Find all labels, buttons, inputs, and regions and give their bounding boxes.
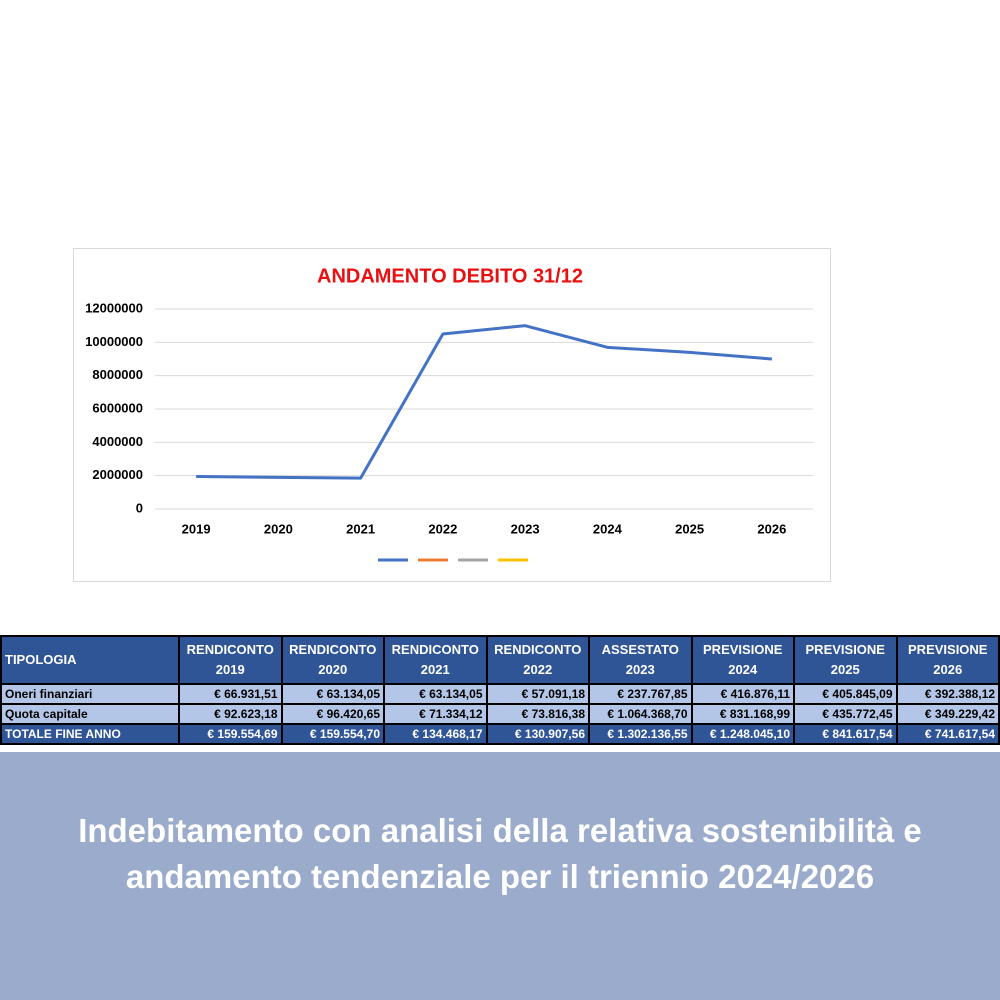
y-tick-label: 12000000 — [85, 300, 143, 315]
y-tick-label: 6000000 — [92, 400, 143, 415]
x-tick-label: 2024 — [593, 521, 623, 536]
header-row: TIPOLOGIA RENDICONTO 2019 RENDICONTO 2020 R… — [0, 635, 1000, 685]
table-cell: TOTALE FINE ANNO — [0, 723, 180, 745]
table-cell: € 1.248.045,10 — [690, 723, 795, 745]
table-row: Oneri finanziari € 66.931,51 € 63.134,05 € … — [0, 683, 1000, 705]
table-cell: € 63.134,05 — [280, 683, 385, 705]
table-cell: € 73.816,38 — [485, 703, 590, 725]
table-cell: € 96.420,65 — [280, 703, 385, 725]
table-cell: € 405.845,09 — [793, 683, 898, 705]
header-cell: PREVISIONE 2025 — [793, 635, 898, 685]
table-cell: € 66.931,51 — [178, 683, 283, 705]
table-cell: Oneri finanziari — [0, 683, 180, 705]
header-cell: ASSESTATO 2023 — [588, 635, 693, 685]
table-cell: € 831.168,99 — [690, 703, 795, 725]
table-cell: € 392.388,12 — [895, 683, 1000, 705]
line-series — [196, 324, 772, 480]
table-cell: € 63.134,05 — [383, 683, 488, 705]
chart-frame — [73, 248, 831, 582]
data-table: TIPOLOGIA RENDICONTO 2019 RENDICONTO 2020 R… — [0, 635, 1000, 745]
caption: Indebitamento con analisi della relativa… — [78, 812, 922, 895]
header-cell: PREVISIONE 2024 — [690, 635, 795, 685]
table-cell: € 130.907,56 — [485, 723, 590, 745]
table-cell: € 1.064.368,70 — [588, 703, 693, 725]
table-cell: € 159.554,69 — [178, 723, 283, 745]
x-tick-label: 2020 — [264, 521, 293, 536]
chart: ANDAMENTO DEBITO 31/12 0 2000000 4000000 60… — [73, 248, 831, 582]
x-tick-label: 2023 — [511, 521, 540, 536]
header-cell: RENDICONTO 2019 — [178, 635, 283, 685]
x-tick-label: 2022 — [428, 521, 457, 536]
header-cell: PREVISIONE 2026 — [895, 635, 1000, 685]
header-cell: RENDICONTO 2021 — [383, 635, 488, 685]
x-tick-label: 2026 — [757, 521, 786, 536]
table-row: Quota capitale € 92.623,18 € 96.420,65 € 71… — [0, 703, 1000, 725]
y-tick-label: 2000000 — [92, 467, 143, 482]
table-cell: Quota capitale — [0, 703, 180, 725]
table-row: TOTALE FINE ANNO € 159.554,69 € 159.554,70… — [0, 723, 1000, 745]
table-cell: € 416.876,11 — [690, 683, 795, 705]
header-cell: RENDICONTO 2022 — [485, 635, 590, 685]
x-tick-label: 2021 — [346, 521, 375, 536]
table-cell: € 159.554,70 — [280, 723, 385, 745]
table-cell: € 1.302.136,55 — [588, 723, 693, 745]
table-cell: € 237.767,85 — [588, 683, 693, 705]
table-cell: € 435.772,45 — [793, 703, 898, 725]
table-cell: € 134.468,17 — [383, 723, 488, 745]
table-cell: € 741.617,54 — [895, 723, 1000, 745]
table-cell: € 841.617,54 — [793, 723, 898, 745]
y-tick-label: 10000000 — [85, 334, 143, 349]
x-tick-label: 2019 — [182, 521, 211, 536]
table-cell: € 92.623,18 — [178, 703, 283, 725]
table-cell: € 71.334,12 — [383, 703, 488, 725]
x-tick-label: 2025 — [675, 521, 704, 536]
y-tick-label: 4000000 — [92, 434, 143, 449]
table-cell: € 349.229,42 — [895, 703, 1000, 725]
caption-band: Indebitamento con analisi della relativa… — [0, 752, 1000, 1000]
y-tick-label: 8000000 — [92, 367, 143, 382]
y-tick-label: 0 — [136, 500, 143, 515]
header-cell: TIPOLOGIA — [0, 635, 180, 685]
chart-title: ANDAMENTO DEBITO 31/12 — [317, 265, 583, 287]
table-cell: € 57.091,18 — [485, 683, 590, 705]
header-cell: RENDICONTO 2020 — [280, 635, 385, 685]
